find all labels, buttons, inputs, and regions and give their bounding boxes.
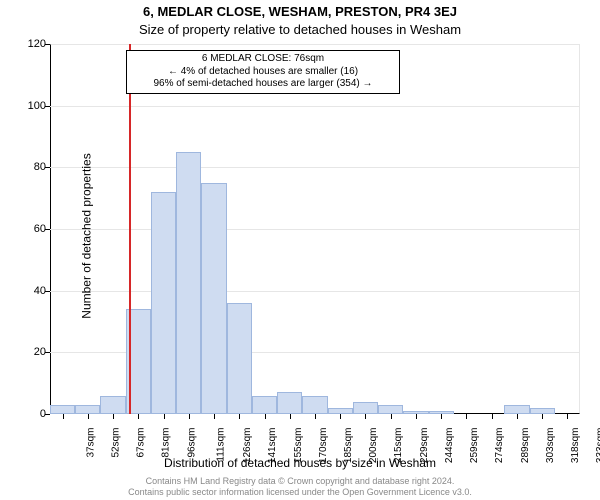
x-tick-mark [290,414,291,419]
x-tick-label: 141sqm [267,428,278,464]
footer-line1: Contains HM Land Registry data © Crown c… [146,476,455,486]
y-tick-label: 0 [6,408,46,420]
histogram-bar [75,405,100,414]
x-tick-mark [315,414,316,419]
x-tick-label: 37sqm [85,428,96,458]
x-tick-label: 215sqm [394,428,405,464]
y-tick-label: 60 [6,223,46,235]
histogram-bar [100,396,125,415]
x-tick-mark [164,414,165,419]
x-tick-label: 126sqm [242,428,253,464]
x-tick-label: 81sqm [161,428,172,458]
x-tick-mark [492,414,493,419]
x-tick-mark [340,414,341,419]
x-tick-label: 52sqm [110,428,121,458]
page-root: 6, MEDLAR CLOSE, WESHAM, PRESTON, PR4 3E… [0,0,600,500]
chart-title-main: 6, MEDLAR CLOSE, WESHAM, PRESTON, PR4 3E… [0,4,600,19]
x-tick-label: 244sqm [444,428,455,464]
x-tick-mark [63,414,64,419]
x-tick-mark [517,414,518,419]
histogram-bar [353,402,378,414]
y-tick-label: 40 [6,285,46,297]
histogram-bar [252,396,277,415]
y-axis-title: Number of detached properties [80,153,94,318]
x-tick-label: 274sqm [495,428,506,464]
x-tick-label: 96sqm [186,428,197,458]
histogram-bar [227,303,252,414]
x-tick-label: 111sqm [215,428,226,462]
y-tick-label: 20 [6,346,46,358]
annotation-line: 96% of semi-detached houses are larger (… [133,78,393,91]
annotation-box: 6 MEDLAR CLOSE: 76sqm← 4% of detached ho… [126,50,400,94]
x-tick-mark [239,414,240,419]
histogram-bar [151,192,176,414]
x-tick-mark [138,414,139,419]
y-tick-label: 80 [6,161,46,173]
x-tick-label: 333sqm [595,428,600,464]
x-tick-mark [214,414,215,419]
y-tick-label: 120 [6,38,46,50]
histogram-bar [504,405,529,414]
x-tick-mark [441,414,442,419]
x-tick-label: 200sqm [368,428,379,464]
annotation-line: ← 4% of detached houses are smaller (16) [133,66,393,79]
x-tick-label: 259sqm [469,428,480,464]
histogram-bar [201,183,226,414]
x-tick-label: 289sqm [520,428,531,464]
x-tick-label: 67sqm [136,428,147,458]
x-tick-mark [189,414,190,419]
x-tick-label: 155sqm [293,428,304,464]
x-tick-mark [113,414,114,419]
x-tick-mark [567,414,568,419]
x-tick-label: 170sqm [318,428,329,464]
footer-attribution: Contains HM Land Registry data © Crown c… [0,476,600,498]
x-tick-mark [391,414,392,419]
histogram-bar [50,405,75,414]
x-tick-label: 303sqm [545,428,556,464]
x-tick-mark [416,414,417,419]
histogram-bar [302,396,327,415]
histogram-bar [378,405,403,414]
x-tick-mark [265,414,266,419]
annotation-line: 6 MEDLAR CLOSE: 76sqm [133,53,393,66]
x-tick-mark [466,414,467,419]
x-tick-label: 185sqm [343,428,354,464]
x-tick-mark [365,414,366,419]
histogram-bar [277,392,302,414]
plot-area: 6 MEDLAR CLOSE: 76sqm← 4% of detached ho… [50,44,580,414]
chart-title-sub: Size of property relative to detached ho… [0,22,600,37]
x-tick-mark [542,414,543,419]
footer-line2: Contains public sector information licen… [128,487,472,497]
marker-line [129,44,131,414]
histogram-bar [176,152,201,414]
x-tick-mark [88,414,89,419]
x-tick-label: 318sqm [570,428,581,464]
x-tick-label: 229sqm [419,428,430,464]
y-tick-label: 100 [6,100,46,112]
